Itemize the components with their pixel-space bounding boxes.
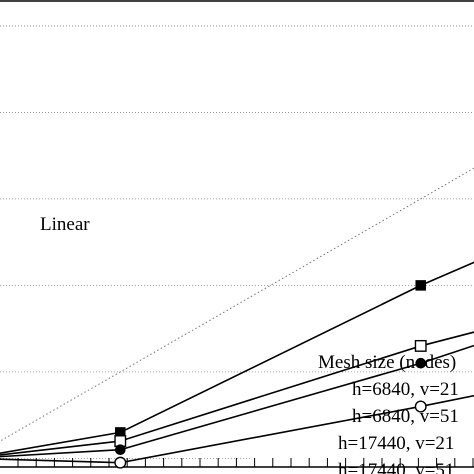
linear-reference-line [0,167,474,442]
legend-title: Mesh size (nodes) [318,352,456,373]
series-group [0,261,474,469]
data-point-marker [115,427,126,438]
series-line [0,344,474,458]
data-point-marker [415,357,427,369]
series-4 [0,394,474,469]
series-3 [0,344,474,458]
series-line [0,331,474,456]
data-point-marker [415,280,426,291]
linear-reference-label: Linear [40,214,90,235]
series-line [0,261,474,454]
data-point-marker [414,339,427,352]
series-1 [0,261,474,454]
grid [0,25,474,459]
legend-entry: h=6840, v=51 [352,406,459,427]
data-point-marker [114,456,127,469]
x-axis-ticks [17,458,474,467]
legend-entry: h=6840, v=21 [352,379,459,400]
legend: Mesh size (nodes) h=6840, v=21 h=6840, v=5… [318,352,459,474]
series-line [0,394,474,464]
data-point-marker [414,400,427,413]
legend-entry: h=17440, v=21 [338,433,454,454]
legend-entry: h=17440, v=51 [338,460,454,474]
data-point-marker [114,444,126,456]
